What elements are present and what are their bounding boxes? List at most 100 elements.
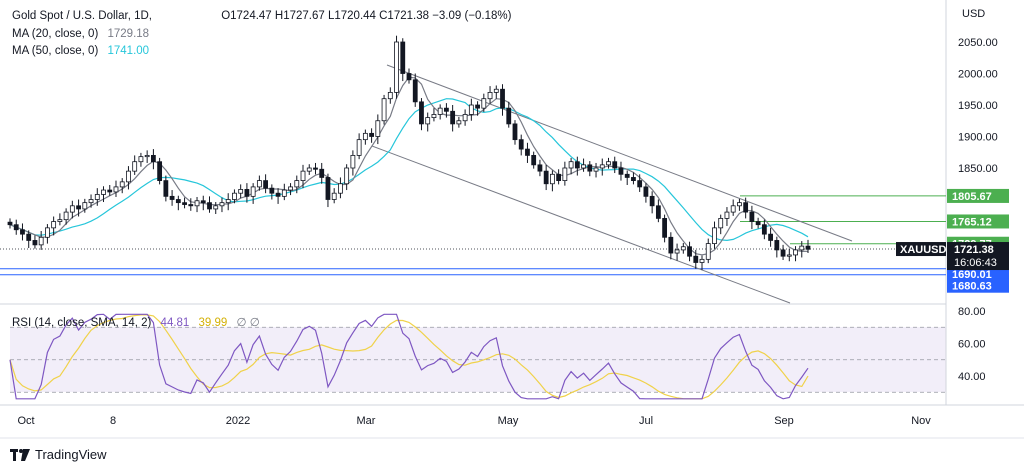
candle-down [200,200,206,204]
candle-up [593,167,599,172]
current-price-box [947,242,1009,271]
candle-down [662,217,668,238]
candle-down [76,205,81,210]
candle-up [481,98,487,109]
current-price-label: 1721.38 [954,244,994,256]
price-tick-label: 1900.00 [958,132,998,144]
candle-down [637,180,643,188]
candle-up [101,189,106,195]
candle-up [306,167,312,172]
tradingview-brand: TradingView [35,447,107,462]
price-tag-label: 1680.63 [952,281,992,293]
ma50-value: 1741.00 [107,45,150,57]
price-tag-box [947,188,1009,203]
candle-down [743,202,749,213]
candle-down [406,73,412,81]
rsi-value: 44.81 [160,317,190,329]
candle-up [786,254,792,257]
candle-down [749,211,755,222]
candle-down [556,173,562,182]
legend-ma50[interactable]: MA (50, close, 0) 1741.00 [12,45,155,57]
candle-up [462,114,468,122]
rsi-tick-label: 40.00 [958,371,986,383]
candle-up [793,249,798,256]
time-tick-label: Jul [639,415,653,427]
candle-down [369,132,374,137]
candle-down [624,173,630,178]
candle-up [680,246,686,251]
candle-down [500,88,505,109]
tradingview-logo-icon [10,448,30,461]
candle-down [612,161,618,169]
ma20-label: MA (20, close, 0) [12,28,99,40]
candle-up [425,117,431,125]
candle-down [319,168,325,178]
candle-down [182,202,187,205]
time-tick-label: Sep [774,415,794,427]
price-axis[interactable]: 2050.00 2000.00 1950.00 1900.00 1850.00 [958,37,998,175]
candle-down [774,240,780,251]
candle-down [518,139,524,150]
symbol-title[interactable]: Gold Spot / U.S. Dollar, 1D, [12,10,152,22]
candle-down [444,107,449,112]
candle-down [525,148,530,156]
tradingview-footer[interactable]: TradingView [10,447,107,462]
countdown-label: 16:06:43 [954,257,997,269]
candle-down [107,189,113,193]
candle-up [94,194,100,200]
candle-up [51,221,57,229]
legend-symbol-line: Gold Spot / U.S. Dollar, 1D, O1724.47 H1… [12,10,517,22]
candle-up [674,249,680,254]
time-tick-label: 2022 [226,415,250,427]
price-tick-label: 2050.00 [958,37,998,49]
rsi-label: RSI (14, close, SMA, 14, 2) [12,317,152,329]
candle-down [263,180,269,189]
candle-down [761,224,767,235]
legend-ma20[interactable]: MA (20, close, 0) 1729.18 [12,28,155,40]
candle-up [144,154,150,158]
candle-up [57,219,63,222]
candle-down [543,170,549,185]
candle-up [82,202,88,210]
candle-up [549,173,555,185]
candle-up [381,98,387,122]
candle-up [375,120,381,137]
ma20-value: 1729.18 [107,28,150,40]
symbol-tag-box [896,242,946,257]
candle-down [419,101,424,125]
candle-down [574,161,580,169]
candle-up [213,205,219,210]
candle-down [668,236,674,254]
candle-down [693,255,699,263]
candle-up [225,199,231,204]
candle-down [313,167,318,170]
candle-up [456,120,462,125]
candle-up [288,186,293,191]
candle-down [768,233,773,241]
time-axis[interactable]: Oct 8 2022 Mar May Jul Sep Nov [17,415,931,427]
price-tick-label: 1850.00 [958,163,998,175]
candle-up [493,88,499,93]
legend-rsi[interactable]: RSI (14, close, SMA, 14, 2) 44.81 39.99 … [12,315,266,329]
candle-up [219,202,225,207]
candle-down [450,110,456,125]
candle-down [175,199,181,204]
price-tick-label: 1950.00 [958,100,998,112]
candle-up [88,199,94,204]
currency-label: USD [962,8,985,20]
price-tags: 1805.671765.121729.771690.011680.63XAUUS… [896,188,1009,293]
channel-upper-line [386,64,853,242]
candles [7,35,811,271]
time-tick-label: 8 [110,415,116,427]
rsi-tick-label: 80.00 [958,306,986,318]
time-tick-label: Nov [911,415,931,427]
candle-up [194,200,200,207]
candle-up [718,217,724,229]
candle-down [506,107,512,125]
candle-down [32,240,38,246]
candle-down [618,167,624,175]
candle-down [755,221,761,226]
candle-down [275,192,281,197]
candle-down [157,161,163,181]
